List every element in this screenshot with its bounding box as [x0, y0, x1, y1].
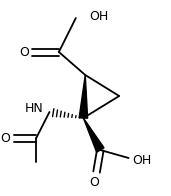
Polygon shape: [79, 75, 88, 118]
Text: O: O: [19, 45, 29, 58]
Text: OH: OH: [132, 153, 152, 166]
Polygon shape: [83, 118, 104, 152]
Text: OH: OH: [89, 9, 108, 23]
Text: O: O: [0, 132, 10, 144]
Text: O: O: [90, 176, 100, 189]
Text: HN: HN: [25, 102, 44, 114]
